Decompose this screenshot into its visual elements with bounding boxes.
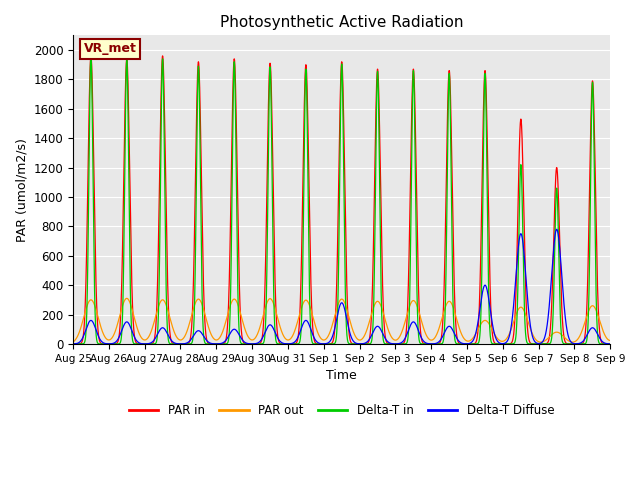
Delta-T Diffuse [553, 227, 561, 232]
Delta-T in [596, 341, 604, 347]
Delta-T Diffuse [163, 328, 170, 334]
Delta-T Diffuse [69, 341, 77, 347]
Delta-T Diffuse [538, 340, 546, 346]
Delta-T Diffuse [298, 323, 306, 329]
PAR in [131, 333, 138, 339]
PAR out [538, 339, 546, 345]
Delta-T in [538, 341, 546, 347]
Text: VR_met: VR_met [84, 42, 137, 55]
Line: PAR out: PAR out [73, 299, 611, 342]
Delta-T in [275, 341, 283, 347]
Legend: PAR in, PAR out, Delta-T in, Delta-T Diffuse: PAR in, PAR out, Delta-T in, Delta-T Dif… [124, 399, 559, 421]
PAR in [538, 341, 546, 347]
PAR in [69, 341, 77, 347]
PAR in [163, 219, 170, 225]
PAR out [123, 296, 131, 301]
Delta-T in [299, 279, 307, 285]
Delta-T in [87, 53, 95, 59]
Delta-T Diffuse [275, 337, 283, 343]
PAR in [607, 341, 614, 347]
Delta-T in [69, 341, 77, 347]
PAR in [596, 331, 604, 337]
X-axis label: Time: Time [326, 369, 357, 382]
PAR out [69, 339, 77, 345]
PAR out [163, 302, 170, 308]
Line: PAR in: PAR in [73, 56, 611, 344]
PAR in [87, 53, 95, 59]
Y-axis label: PAR (umol/m2/s): PAR (umol/m2/s) [15, 138, 28, 241]
PAR out [607, 337, 614, 343]
Delta-T Diffuse [607, 341, 614, 347]
Delta-T Diffuse [131, 334, 138, 340]
PAR out [299, 302, 307, 308]
Delta-T in [607, 341, 614, 347]
PAR in [275, 339, 283, 345]
PAR out [131, 315, 138, 321]
Line: Delta-T in: Delta-T in [73, 56, 611, 344]
PAR out [537, 339, 545, 345]
PAR out [275, 321, 283, 327]
Delta-T in [163, 295, 170, 300]
Title: Photosynthetic Active Radiation: Photosynthetic Active Radiation [220, 15, 463, 30]
Line: Delta-T Diffuse: Delta-T Diffuse [73, 229, 611, 344]
Delta-T in [131, 341, 138, 347]
PAR in [299, 203, 307, 209]
PAR out [596, 319, 604, 325]
Delta-T Diffuse [596, 336, 604, 341]
